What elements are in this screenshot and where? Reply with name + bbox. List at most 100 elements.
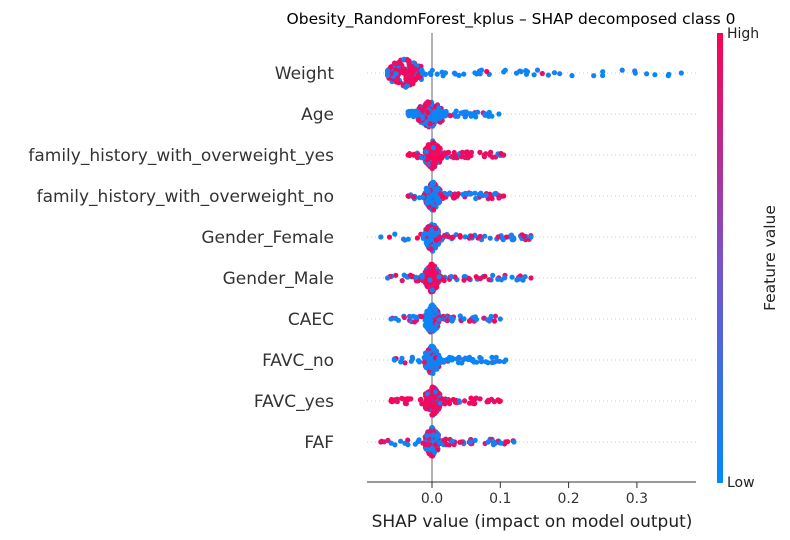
- shap-point: [419, 274, 425, 280]
- shap-point: [459, 149, 465, 155]
- shap-point: [459, 439, 465, 445]
- shap-point: [395, 76, 401, 83]
- shap-point: [524, 69, 531, 75]
- shap-point: [421, 354, 427, 361]
- shap-point: [431, 191, 437, 197]
- shap-point: [388, 440, 394, 446]
- shap-point: [460, 191, 466, 197]
- shap-point: [453, 153, 459, 159]
- shap-point: [478, 358, 484, 364]
- shap-point: [454, 193, 460, 199]
- shap-point: [600, 72, 606, 79]
- shap-point: [393, 71, 399, 77]
- shap-point: [462, 234, 468, 240]
- shap-point: [448, 315, 454, 321]
- shap-point: [501, 152, 507, 158]
- shap-point: [427, 70, 433, 76]
- x-tick-label: 0.2: [557, 491, 579, 507]
- shap-point: [431, 145, 437, 151]
- shap-point: [447, 190, 453, 196]
- shap-point: [448, 113, 454, 119]
- shap-point: [428, 305, 434, 311]
- shap-point: [463, 112, 469, 118]
- shap-point: [426, 327, 432, 333]
- shap-point: [453, 113, 459, 119]
- shap-point: [569, 73, 575, 79]
- shap-point: [482, 273, 488, 279]
- shap-point: [404, 83, 410, 89]
- shap-point: [441, 400, 447, 406]
- shap-point: [422, 71, 428, 77]
- shap-point: [433, 225, 439, 231]
- shap-point: [437, 234, 443, 240]
- shap-point: [436, 440, 442, 446]
- shap-point: [417, 397, 423, 403]
- shap-point: [431, 140, 437, 146]
- shap-point: [432, 409, 438, 415]
- shap-point: [445, 149, 452, 155]
- shap-point: [412, 66, 418, 72]
- shap-point: [430, 370, 436, 376]
- shap-point: [528, 275, 534, 281]
- shap-point: [394, 396, 400, 402]
- shap-point: [475, 109, 481, 115]
- shap-point: [414, 235, 420, 241]
- shap-point: [378, 439, 384, 445]
- shap-point: [497, 316, 503, 322]
- shap-point: [665, 73, 671, 79]
- shap-point: [469, 112, 475, 118]
- shap-point: [411, 319, 418, 325]
- shap-point: [459, 154, 465, 160]
- shap-point: [423, 269, 429, 275]
- shap-point: [551, 70, 558, 76]
- shap-point: [461, 316, 467, 322]
- shap-point: [485, 397, 491, 403]
- shap-point: [534, 67, 541, 73]
- shap-point: [511, 236, 517, 242]
- shap-point: [493, 354, 499, 360]
- shap-point: [467, 318, 473, 324]
- shap-point: [464, 149, 470, 155]
- shap-point: [392, 231, 398, 237]
- shap-point: [472, 190, 478, 196]
- shap-point: [436, 274, 442, 280]
- shap-point: [485, 317, 491, 323]
- shap-point: [427, 309, 433, 315]
- shap-point: [461, 277, 467, 283]
- shap-point: [484, 68, 490, 75]
- shap-point: [423, 240, 429, 246]
- shap-point: [450, 234, 456, 240]
- shap-point: [438, 155, 444, 161]
- shap-point: [501, 193, 507, 199]
- shap-point: [432, 307, 438, 314]
- shap-point: [470, 356, 476, 363]
- shap-point: [632, 70, 638, 76]
- shap-point: [600, 69, 606, 75]
- shap-point: [431, 274, 437, 280]
- feature-label: FAVC_no: [262, 351, 334, 371]
- shap-point: [466, 275, 472, 282]
- shap-point: [430, 161, 436, 168]
- shap-point: [448, 274, 454, 280]
- shap-point: [511, 439, 517, 445]
- shap-point: [399, 278, 405, 284]
- shap-point: [405, 193, 411, 199]
- shap-point: [393, 67, 399, 73]
- shap-point: [425, 402, 431, 408]
- shap-point: [490, 272, 496, 278]
- shap-point: [442, 111, 448, 117]
- shap-point: [402, 237, 408, 243]
- shap-point: [430, 404, 436, 410]
- shap-point: [432, 395, 438, 401]
- shap-point: [444, 318, 450, 324]
- shap-point: [442, 232, 448, 238]
- shap-point: [514, 277, 520, 283]
- shap-point: [441, 277, 447, 284]
- x-axis-label: SHAP value (impact on model output): [372, 512, 693, 532]
- shap-point: [477, 396, 483, 402]
- shap-point: [678, 70, 684, 76]
- shap-point: [477, 71, 483, 77]
- shap-point: [501, 69, 507, 75]
- shap-point: [461, 71, 467, 77]
- shap-point: [428, 343, 434, 349]
